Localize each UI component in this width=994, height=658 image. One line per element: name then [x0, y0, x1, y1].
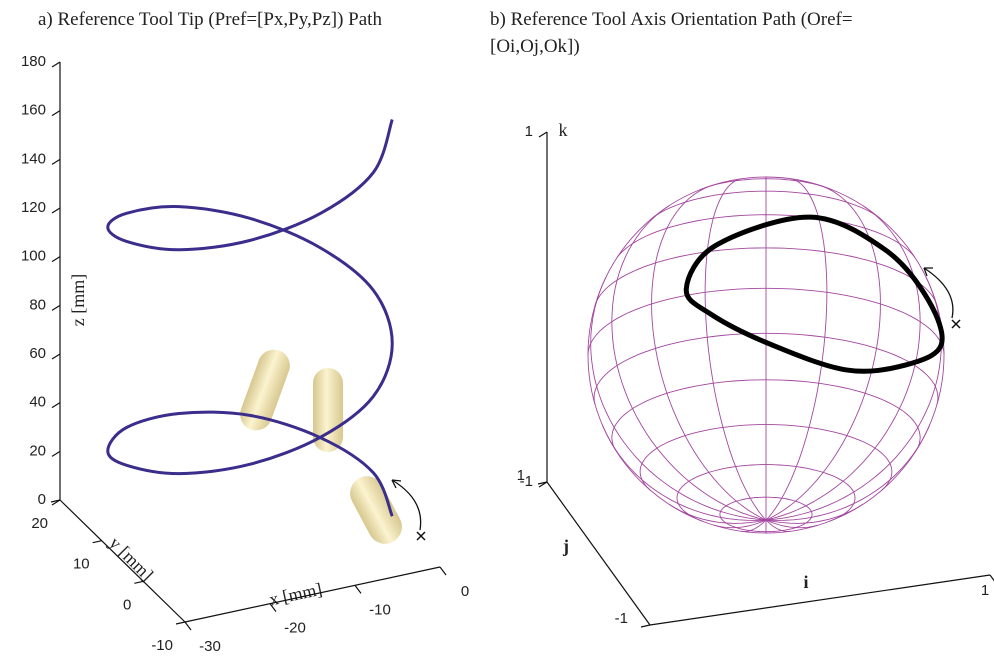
- y-tick-label: 0: [123, 596, 131, 613]
- x-axis: [184, 566, 441, 623]
- sphere-wire: [676, 464, 856, 522]
- obstacle: [240, 349, 290, 431]
- sphere-wire: [765, 184, 881, 521]
- y-tick-label: 1: [517, 467, 525, 484]
- x-axis: [649, 574, 991, 626]
- y-axis-label: y [mm]: [105, 533, 157, 585]
- y-tick: [640, 624, 651, 628]
- x-tick: [354, 584, 362, 594]
- z-tick: [51, 402, 61, 409]
- z-tick: [538, 131, 548, 138]
- z-tick-label: 160: [21, 102, 46, 119]
- sphere-wire: [611, 379, 921, 450]
- z-tick-label: 180: [21, 53, 46, 70]
- sphere-outline: [587, 176, 945, 534]
- obstacle: [313, 368, 343, 452]
- direction-arrow: [391, 479, 422, 531]
- z-tick: [51, 256, 61, 263]
- y-tick-label: 20: [31, 515, 48, 532]
- y-tick-label: -1: [615, 610, 628, 627]
- chart-title: a) Reference Tool Tip (Pref=[Px,Py,Pz]) …: [38, 9, 382, 30]
- x-tick: [184, 621, 192, 631]
- x-tick: [269, 603, 277, 613]
- z-axis-label: z [mm]: [68, 274, 88, 326]
- sphere-wire: [765, 205, 921, 521]
- y-tick-label: -10: [151, 637, 173, 654]
- z-tick-label: 100: [21, 248, 46, 265]
- z-tick-label: -1: [520, 473, 533, 490]
- z-tick: [51, 353, 61, 360]
- sphere-wire: [590, 277, 767, 521]
- sphere-wire: [765, 277, 942, 521]
- obstacle: [350, 476, 402, 544]
- y-tick: [92, 540, 102, 544]
- direction-arrow: [923, 267, 954, 319]
- sphere-wire: [719, 496, 813, 533]
- sphere-wire: [765, 178, 828, 521]
- arrow-head: [923, 267, 933, 277]
- z-tick-label: 40: [29, 394, 46, 411]
- sphere-wire: [765, 424, 931, 521]
- sphere-wire: [765, 519, 819, 529]
- x-tick: [989, 574, 994, 582]
- x-tick-label: 0: [461, 583, 469, 600]
- chart-title: b) Reference Tool Axis Orientation Path …: [490, 9, 853, 57]
- x-tick-label: -10: [369, 601, 391, 618]
- z-tick: [51, 158, 61, 165]
- sphere-wire: [704, 178, 767, 521]
- x-tick-label: -30: [199, 638, 221, 655]
- z-tick: [51, 304, 61, 311]
- z-tick-label: 1: [525, 123, 533, 140]
- sphere-wire: [651, 184, 767, 521]
- y-tick: [537, 481, 548, 485]
- z-axis-label: k: [559, 120, 568, 140]
- z-tick-label: 20: [29, 442, 46, 459]
- sphere-wire: [601, 424, 767, 521]
- sphere-wire: [594, 247, 938, 306]
- x-tick-label: 1: [981, 582, 989, 599]
- z-tick-label: 60: [29, 345, 46, 362]
- x-tick-label: -20: [284, 620, 306, 637]
- x-axis-label: i: [803, 572, 808, 592]
- z-tick-label: 140: [21, 150, 46, 167]
- y-tick: [175, 621, 186, 625]
- start-marker: [951, 319, 961, 329]
- z-tick-label: 0: [38, 491, 46, 508]
- arrow-head: [391, 479, 402, 489]
- y-tick: [134, 580, 144, 584]
- orientation-path: [683, 214, 945, 374]
- z-tick-label: 120: [21, 199, 46, 216]
- sphere-wire: [639, 424, 893, 492]
- y-axis: [59, 499, 186, 623]
- z-tick-label: 80: [29, 296, 46, 313]
- y-tick: [50, 499, 61, 503]
- z-tick: [51, 61, 61, 68]
- y-axis: [546, 481, 651, 626]
- sphere-wire: [587, 287, 945, 356]
- y-axis-label: j: [562, 536, 569, 556]
- z-tick: [51, 450, 61, 457]
- sphere-wire: [650, 190, 882, 220]
- sphere-wire: [593, 332, 939, 405]
- sphere-wire: [611, 205, 767, 521]
- tool-path: [106, 118, 394, 517]
- y-tick-label: 10: [73, 556, 90, 573]
- x-tick: [439, 566, 447, 576]
- sphere-wire: [713, 519, 767, 529]
- z-tick: [51, 207, 61, 214]
- z-tick: [51, 110, 61, 117]
- start-marker: [416, 531, 426, 541]
